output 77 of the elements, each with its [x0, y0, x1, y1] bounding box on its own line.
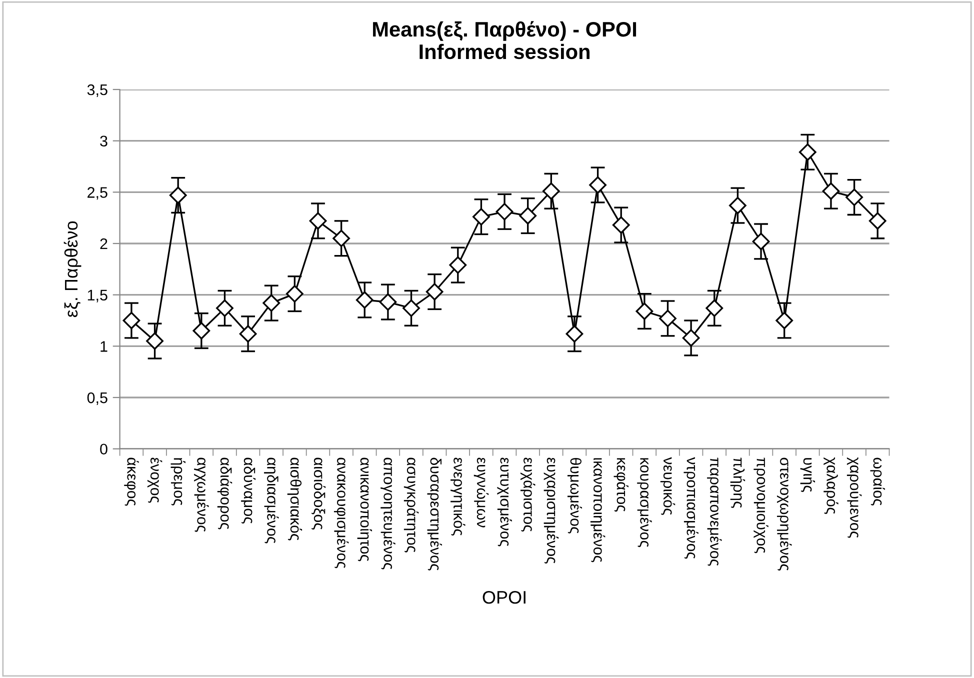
point [496, 202, 514, 220]
x-tick-label: ανακουφισμένος [334, 458, 349, 568]
point [449, 256, 467, 274]
y-tick-label: 3 [100, 136, 108, 147]
x-tick-label: αδύναμος [241, 458, 256, 524]
x-tick-label: κεφάτος [614, 458, 628, 512]
point [192, 322, 210, 340]
point [169, 186, 187, 204]
y-axis-title: εξ. Παρθένο [64, 221, 82, 318]
x-tick-label: αηδιασμένος [264, 458, 279, 544]
x-tick-label: αδιάφορος [217, 458, 232, 530]
y-tick-label: 0 [100, 444, 108, 455]
point [216, 299, 234, 317]
x-tick-label: δυσαρεστημένος [427, 458, 442, 570]
point [332, 230, 350, 248]
x-tick-label: ανικανοποίητος [357, 458, 372, 562]
point [566, 325, 584, 343]
x-tick-label: ήρεμος [170, 458, 186, 506]
x-tick-label: υγιής [800, 458, 815, 492]
x-tick-label: άκεφος [124, 458, 139, 506]
point [752, 232, 770, 250]
x-tick-label: ένοχος [147, 458, 162, 503]
x-tick-label: ασυγκράτητος [404, 458, 419, 552]
x-tick-label: απογοητευμένος [380, 458, 396, 570]
point [519, 207, 537, 224]
point [846, 188, 863, 206]
x-tick-label: ικανοποιημένος [590, 458, 606, 562]
point [146, 332, 164, 350]
point [286, 285, 304, 302]
y-tick-label: 2,5 [88, 187, 108, 200]
point [402, 299, 420, 317]
point [356, 291, 374, 309]
x-tick-label: αισθησιακός [287, 458, 302, 540]
point [868, 212, 886, 230]
x-tick-label: ωραίος [870, 458, 885, 506]
point [472, 208, 490, 226]
point [798, 143, 816, 161]
chart-title: Means(εξ. Παρθένο) - OPOI Informed session [373, 21, 636, 60]
point [706, 299, 724, 317]
point [729, 196, 746, 214]
x-tick-label: παραπονεμένος [707, 458, 722, 566]
point [542, 182, 560, 200]
point [659, 310, 676, 328]
x-tick-label: αισιόδοξος [311, 458, 326, 530]
x-axis-title: OPOI [482, 590, 526, 604]
point [262, 294, 280, 312]
x-tick-label: ευτυχισμένος [497, 458, 512, 546]
point [636, 302, 654, 320]
point [379, 293, 397, 311]
x-tick-label: στενοχωρημένος [776, 458, 792, 571]
point [122, 312, 140, 330]
y-tick-label: 1 [100, 341, 108, 352]
x-tick-label: χαρούμενος [846, 457, 862, 538]
x-tick-label: ευγνώμων [474, 458, 489, 528]
x-tick-label: ευχαριστημένος [544, 458, 559, 564]
y-tick-label: 1,5 [88, 290, 108, 302]
point [309, 212, 327, 230]
x-tick-label: ευχάριστος [520, 458, 536, 532]
x-tick-label: αγχωμένος [194, 458, 209, 532]
point [589, 176, 606, 194]
point [682, 329, 700, 347]
x-tick-label: θυμωμένος [568, 458, 582, 534]
x-tick-label: νευρικός [660, 457, 676, 515]
x-tick-label: ντροπιασμένος [684, 457, 698, 559]
point [612, 216, 630, 234]
x-tick-label: ενεργητικός [450, 458, 466, 536]
point [822, 182, 840, 200]
point [776, 312, 794, 330]
y-tick-label: 0,5 [87, 392, 108, 405]
x-tick-label: κουρασμένος [637, 458, 652, 548]
point [239, 325, 257, 343]
y-tick-label: 2 [100, 238, 108, 250]
y-tick-label: 3,5 [87, 84, 108, 97]
point [426, 283, 444, 300]
x-tick-label: χαλαρός [824, 457, 838, 514]
x-tick-label: προνομιούχος [754, 458, 768, 554]
x-tick-label: πλήρης [730, 458, 746, 508]
